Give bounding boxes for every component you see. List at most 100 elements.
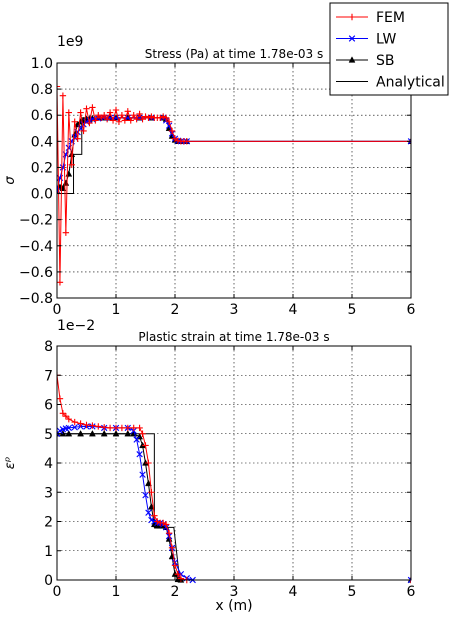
- data-point-fem: [154, 518, 161, 525]
- series-fem: [57, 372, 411, 584]
- data-point-fem: [103, 115, 111, 123]
- data-point-fem: [148, 489, 155, 496]
- data-point-fem: [101, 424, 108, 431]
- data-point-fem: [89, 422, 96, 429]
- y-tick-label: −0.4: [19, 239, 53, 255]
- data-point-fem: [151, 512, 158, 519]
- y-tick-label: 2: [44, 515, 53, 531]
- y-tick-label: −0.8: [19, 291, 53, 307]
- data-point-fem: [174, 570, 182, 578]
- legend-entry-analytical: Analytical: [336, 75, 445, 91]
- data-point-lw: [65, 424, 72, 432]
- data-point-fem: [68, 161, 75, 169]
- y-tick-label: 5: [44, 427, 53, 443]
- data-point-lw: [142, 491, 149, 499]
- legend-entry-lw: LW: [336, 32, 397, 48]
- data-point-lw: [136, 451, 143, 458]
- x-tick-label: 5: [348, 302, 357, 318]
- data-point-fem: [168, 127, 176, 135]
- data-point-fem: [133, 115, 140, 123]
- legend-label: SB: [376, 53, 395, 69]
- data-point-fem: [127, 117, 134, 124]
- data-point-fem: [71, 418, 78, 426]
- data-point-fem: [65, 415, 72, 423]
- data-point-fem: [86, 119, 93, 127]
- data-point-fem: [115, 118, 123, 125]
- y-axis-label: εᵖ: [3, 456, 18, 469]
- legend-label: FEM: [376, 10, 405, 26]
- chart-title: Stress (Pa) at time 1.78e-03 s: [145, 47, 324, 61]
- data-point-fem: [177, 575, 185, 582]
- y-tick-label: 1: [44, 544, 53, 560]
- data-point-lw: [407, 576, 411, 584]
- y-tick-label: 8: [44, 339, 53, 355]
- series-fem: [57, 83, 411, 286]
- data-point-fem: [162, 114, 170, 122]
- data-point-fem: [62, 229, 70, 236]
- y-tick-label: 0.2: [31, 160, 53, 176]
- data-point-fem: [59, 92, 67, 99]
- x-axis-label: x (m): [215, 598, 252, 614]
- data-point-fem: [77, 420, 84, 427]
- data-point-lw: [133, 436, 140, 443]
- y-tick-label: −0.6: [19, 265, 53, 281]
- data-point-fem: [168, 544, 176, 552]
- y-tick-label: 4: [44, 456, 53, 472]
- data-point-fem: [165, 530, 173, 537]
- x-tick-label: 6: [407, 584, 416, 600]
- y-tick-label: −0.2: [19, 213, 53, 229]
- data-point-fem: [112, 424, 120, 432]
- series-line-fem: [57, 86, 411, 283]
- data-point-fem: [160, 113, 167, 120]
- data-point-fem: [95, 423, 102, 430]
- data-point-fem: [124, 424, 131, 432]
- data-point-fem: [74, 135, 81, 142]
- x-tick-label: 4: [289, 302, 298, 318]
- x-tick-label: 1: [112, 584, 121, 600]
- data-point-fem: [83, 105, 90, 112]
- data-point-lw: [71, 134, 78, 141]
- data-point-sb: [77, 430, 85, 437]
- chart-title: Plastic strain at time 1.78e-03 s: [138, 330, 329, 344]
- data-point-fem: [165, 118, 173, 125]
- data-point-fem: [124, 108, 131, 115]
- legend-entry-fem: FEM: [336, 10, 405, 26]
- data-point-fem: [136, 110, 143, 118]
- data-point-fem: [174, 137, 182, 144]
- data-point-fem: [57, 83, 61, 90]
- data-point-fem: [83, 421, 90, 429]
- data-point-sb: [124, 430, 132, 437]
- x-tick-label: 0: [53, 302, 62, 318]
- y-tick-label: 0.4: [31, 134, 53, 150]
- x-tick-label: 1: [112, 302, 121, 318]
- x-tick-label: 4: [289, 584, 298, 600]
- data-point-sb: [145, 479, 152, 487]
- legend: FEM LW SB Analytical: [329, 2, 449, 96]
- data-point-fem: [71, 118, 78, 125]
- x-tick-label: 3: [230, 302, 239, 318]
- data-point-fem: [136, 424, 143, 432]
- legend-marker: [348, 56, 356, 63]
- x-tick-label: 3: [230, 584, 239, 600]
- y-offset-label: 1e−2: [57, 318, 95, 334]
- data-point-fem: [57, 395, 64, 402]
- data-point-lw: [71, 424, 78, 431]
- data-point-fem: [142, 113, 149, 120]
- y-tick-label: 7: [44, 368, 53, 384]
- data-point-sb: [112, 430, 120, 437]
- data-point-fem: [57, 279, 64, 286]
- data-point-fem: [130, 424, 137, 432]
- data-point-fem: [157, 114, 164, 122]
- data-point-fem: [62, 413, 70, 420]
- legend-marker: [348, 13, 356, 21]
- data-point-fem: [92, 117, 99, 124]
- chart-panel-1: 0 1 2 3 4 5 6 −0.8 −0.6 −0.4 −0.2 0.0 0.2 0.4 0.6 0.8 1.…: [3, 34, 416, 318]
- data-point-fem: [145, 459, 152, 467]
- x-tick-label: 6: [407, 302, 416, 318]
- y-tick-label: 0.0: [31, 187, 53, 203]
- data-point-fem: [109, 117, 117, 124]
- data-point-lw: [139, 471, 146, 478]
- legend-label: Analytical: [376, 75, 445, 91]
- data-point-fem: [183, 138, 190, 145]
